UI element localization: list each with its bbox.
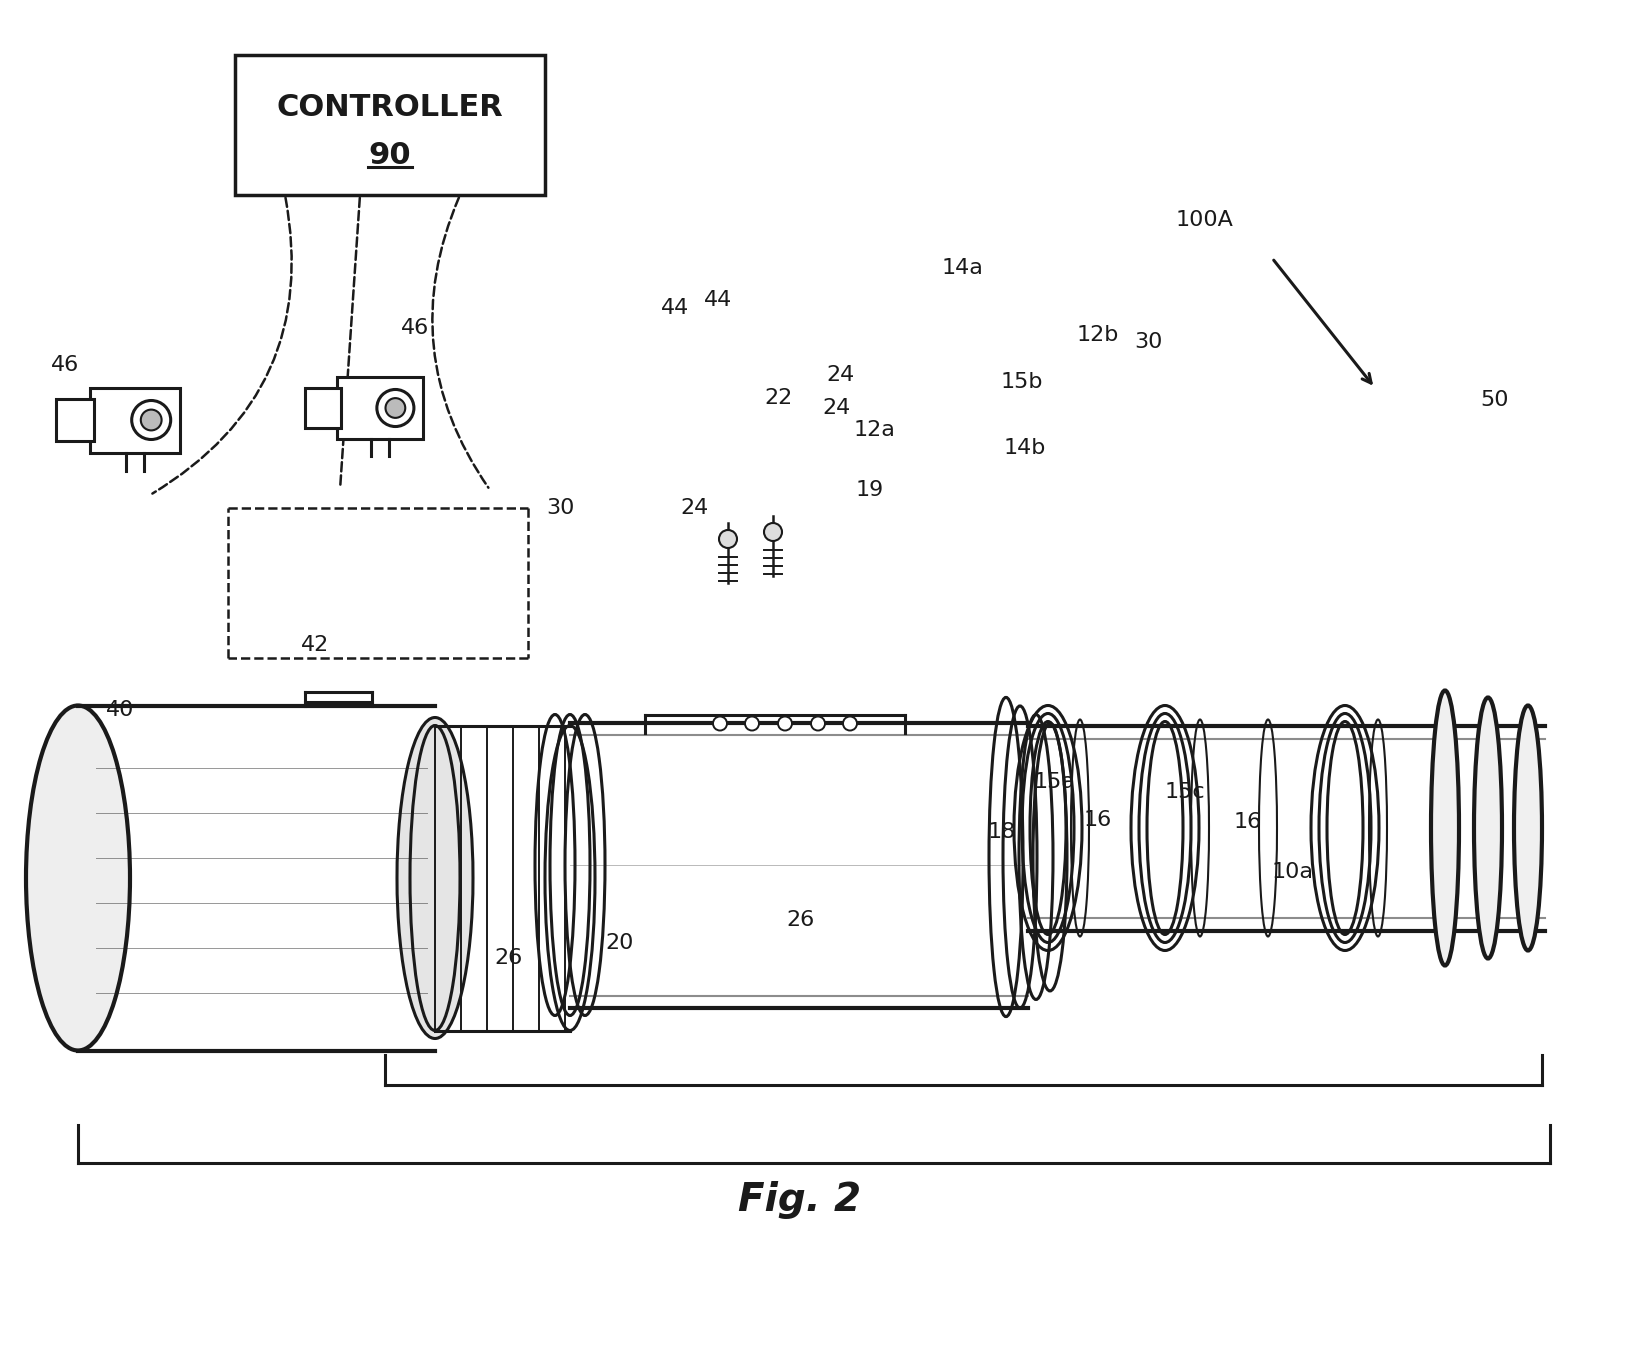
Ellipse shape [1431,691,1459,966]
Text: 42: 42 [301,635,329,655]
Bar [337,378,422,439]
Text: 30: 30 [545,498,575,518]
Text: 46: 46 [401,317,429,338]
Circle shape [131,401,170,439]
Text: 46: 46 [51,356,79,375]
Circle shape [843,717,858,731]
Text: 12b: 12b [1077,326,1120,345]
Text: 26: 26 [494,948,522,969]
Ellipse shape [26,706,129,1051]
Text: 90: 90 [368,141,411,170]
Text: 20: 20 [606,933,634,953]
Text: 100A: 100A [1175,211,1234,230]
Text: 26: 26 [786,910,814,930]
Bar [236,55,545,196]
Text: 16: 16 [1084,810,1112,830]
Circle shape [385,398,406,417]
Text: 24: 24 [681,498,709,518]
Text: 15c: 15c [1164,782,1205,802]
Text: 24: 24 [822,398,850,419]
Text: 40: 40 [106,700,134,720]
Circle shape [810,717,825,731]
Text: 15a: 15a [1035,772,1076,792]
Text: 30: 30 [1134,332,1162,352]
Text: 22: 22 [764,389,792,408]
Circle shape [377,390,414,427]
Text: 10a: 10a [1272,862,1315,882]
Circle shape [745,717,760,731]
Text: 50: 50 [1481,390,1509,410]
Text: 24: 24 [827,365,855,384]
Text: 12a: 12a [855,420,895,440]
Text: 15b: 15b [1000,372,1043,393]
Bar [90,387,180,453]
Text: 18: 18 [987,822,1017,841]
Bar [56,399,93,440]
Bar [304,389,340,428]
Text: CONTROLLER: CONTROLLER [277,93,503,122]
Ellipse shape [1473,698,1503,959]
Text: 19: 19 [856,480,884,499]
Ellipse shape [398,717,473,1038]
Text: 14a: 14a [941,259,984,278]
Ellipse shape [764,523,782,540]
Circle shape [141,409,162,431]
Ellipse shape [1514,706,1542,951]
Text: 44: 44 [661,298,689,317]
Circle shape [778,717,792,731]
Text: 14b: 14b [1003,438,1046,458]
Text: Fig. 2: Fig. 2 [738,1181,861,1219]
Text: 16: 16 [1234,813,1262,832]
Text: 44: 44 [704,290,732,311]
Ellipse shape [719,529,737,549]
Circle shape [714,717,727,731]
